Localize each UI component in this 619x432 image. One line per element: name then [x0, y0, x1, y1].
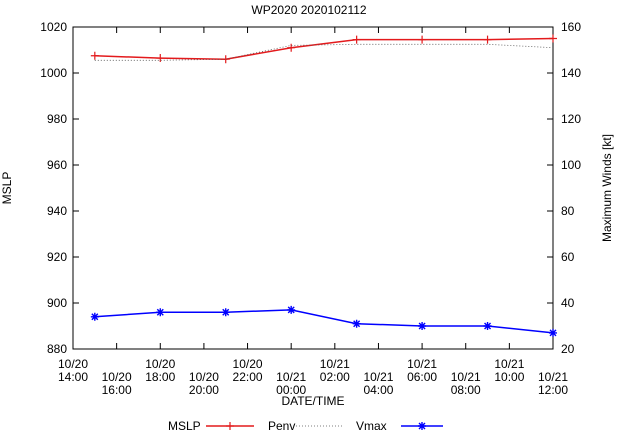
series-vmax-line — [94, 309, 554, 334]
x-tick-label-time: 00:00 — [276, 383, 306, 397]
x-tick-label-time: 12:00 — [538, 383, 568, 397]
x-tick-label-time: 16:00 — [102, 383, 132, 397]
x-tick-label-date: 10/21 — [494, 357, 524, 371]
x-axis-title: DATE/TIME — [281, 394, 344, 408]
x-tick-label-date: 10/21 — [407, 357, 437, 371]
plot-frame — [72, 26, 554, 350]
x-tick-label-date: 10/20 — [145, 357, 175, 371]
legend-label: Penv — [268, 419, 295, 432]
data-point — [221, 308, 230, 317]
data-point — [287, 305, 296, 314]
data-point — [221, 55, 230, 64]
y-left-tick-label: 980 — [47, 112, 67, 126]
x-tick-label-time: 10:00 — [494, 370, 524, 384]
x-tick-label-time: 04:00 — [363, 383, 393, 397]
x-tick-label-time: 18:00 — [145, 370, 175, 384]
data-point — [287, 43, 296, 52]
y-right-tick-label: 120 — [561, 112, 581, 126]
x-tick-label-date: 10/21 — [320, 357, 350, 371]
data-point — [549, 34, 557, 43]
data-point — [483, 322, 492, 330]
y-left-tick-label: 1000 — [40, 66, 67, 80]
legend-label: MSLP — [168, 419, 201, 432]
series-mslp-line — [94, 37, 554, 60]
x-tick-label-date: 10/21 — [538, 370, 568, 384]
data-point — [483, 35, 492, 44]
y-right-tick-label: 60 — [561, 250, 575, 264]
data-point — [90, 312, 99, 321]
data-point — [418, 422, 426, 430]
x-tick-label-date: 10/21 — [451, 370, 481, 384]
data-point — [156, 54, 165, 63]
x-tick-label-date: 10/21 — [276, 370, 306, 384]
x-tick-label-time: 20:00 — [189, 383, 219, 397]
x-tick-label-time: 06:00 — [407, 370, 437, 384]
x-tick-label-time: 08:00 — [451, 383, 481, 397]
chart-title: WP2020 2020102112 — [251, 3, 367, 17]
data-point — [352, 319, 361, 328]
y-left-tick-label: 940 — [47, 204, 67, 218]
x-tick-label-time: 22:00 — [233, 370, 263, 384]
y-right-tick-label: 100 — [561, 158, 581, 172]
y-right-tick-label: 20 — [561, 342, 575, 356]
y-right-tick-label: 160 — [561, 20, 581, 34]
data-point — [226, 422, 234, 430]
data-point — [90, 51, 99, 60]
data-point — [352, 35, 361, 44]
y-right-tick-label: 80 — [561, 204, 575, 218]
y-left-tick-label: 960 — [47, 158, 67, 172]
y-left-tick-label: 900 — [47, 296, 67, 310]
y-right-tick-label: 140 — [561, 66, 581, 80]
x-tick-label-time: 14:00 — [58, 370, 88, 384]
y-axis-right-title: Maximum Winds [kt] — [600, 134, 614, 242]
y-axis-left-title: MSLP — [0, 172, 14, 205]
x-tick-label-time: 02:00 — [320, 370, 350, 384]
y-left-tick-label: 920 — [47, 250, 67, 264]
x-tick-label-date: 10/20 — [102, 370, 132, 384]
legend-label: Vmax — [356, 419, 387, 432]
data-point — [549, 328, 557, 337]
x-tick-label-date: 10/20 — [58, 357, 88, 371]
data-point — [418, 35, 427, 44]
x-tick-label-date: 10/20 — [189, 370, 219, 384]
x-tick-label-date: 10/21 — [363, 370, 393, 384]
x-tick-label-date: 10/20 — [233, 357, 263, 371]
y-left-tick-label: 1020 — [40, 20, 67, 34]
y-left-tick-label: 880 — [47, 342, 67, 356]
y-right-tick-label: 40 — [561, 296, 575, 310]
data-point — [156, 308, 165, 317]
data-point — [418, 322, 427, 330]
